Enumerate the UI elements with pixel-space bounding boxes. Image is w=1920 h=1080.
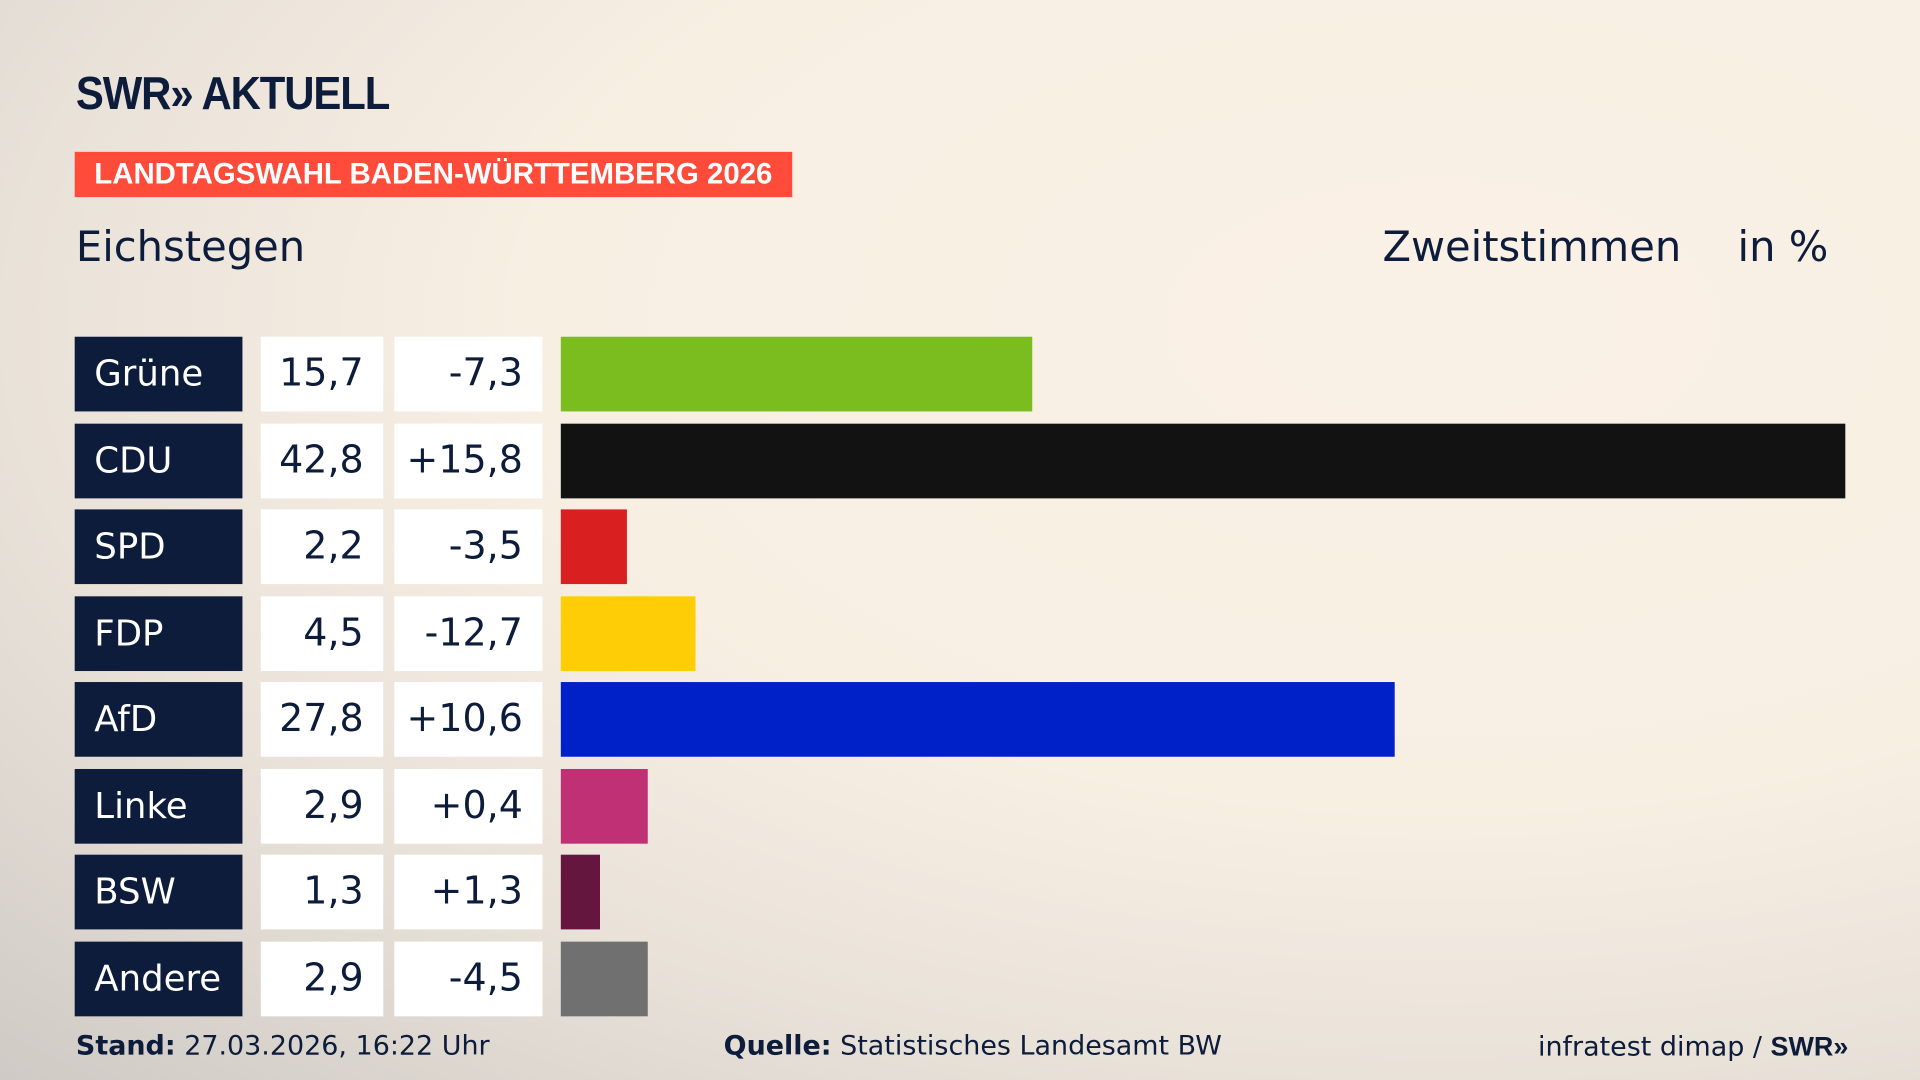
value-label: 4,5 — [260, 595, 384, 671]
source-label: Quelle: — [723, 1031, 832, 1062]
diff-label: +10,6 — [394, 682, 543, 757]
diff-label: +15,8 — [394, 423, 543, 498]
election-banner: LANDTAGSWAHL BADEN-WÜRTTEMBERG 2026 — [74, 151, 792, 198]
party-label: Grüne — [74, 336, 243, 412]
diff-label: -3,5 — [394, 509, 543, 585]
source-value: Statistisches Landesamt BW — [840, 1031, 1222, 1062]
diff-label: +0,4 — [394, 768, 543, 844]
party-label: FDP — [74, 595, 243, 671]
value-label: 42,8 — [260, 423, 384, 498]
diff-label: +1,3 — [394, 854, 543, 930]
vote-type-label: Zweitstimmen — [1382, 222, 1682, 272]
party-label: AfD — [74, 682, 243, 757]
credit-text: infratest dimap / — [1537, 1032, 1771, 1063]
party-label: Linke — [74, 768, 243, 844]
diff-label: -7,3 — [394, 336, 543, 412]
bar — [560, 423, 1846, 498]
party-label: CDU — [74, 423, 243, 498]
value-label: 2,9 — [260, 768, 384, 844]
bar — [560, 941, 648, 1016]
value-label: 1,3 — [260, 854, 384, 930]
value-label: 27,8 — [260, 682, 384, 757]
credit: infratest dimap / SWR» — [1538, 1031, 1848, 1063]
swr-logo: SWR» — [1770, 1031, 1849, 1062]
bar — [560, 768, 648, 844]
bar — [560, 682, 1396, 757]
source: Quelle: Statistisches Landesamt BW — [724, 1031, 1222, 1062]
party-label: Andere — [74, 941, 243, 1016]
region-title: Eichstegen — [75, 222, 306, 272]
value-label: 2,2 — [260, 509, 384, 585]
bar — [560, 595, 696, 671]
party-label: SPD — [74, 509, 243, 585]
timestamp: Stand: 27.03.2026, 16:22 Uhr — [76, 1031, 490, 1062]
bar — [560, 509, 627, 585]
stand-value: 27.03.2026, 16:22 Uhr — [184, 1031, 490, 1062]
unit-label: in % — [1737, 222, 1829, 272]
value-label: 15,7 — [260, 336, 384, 412]
bar — [560, 336, 1032, 412]
diff-label: -4,5 — [394, 941, 543, 1016]
value-label: 2,9 — [260, 941, 384, 1016]
swr-aktuell-logo: SWR» AKTUELL — [75, 68, 390, 121]
party-label: BSW — [74, 854, 243, 930]
bar — [560, 854, 600, 930]
stand-label: Stand: — [75, 1031, 176, 1062]
diff-label: -12,7 — [394, 595, 543, 671]
